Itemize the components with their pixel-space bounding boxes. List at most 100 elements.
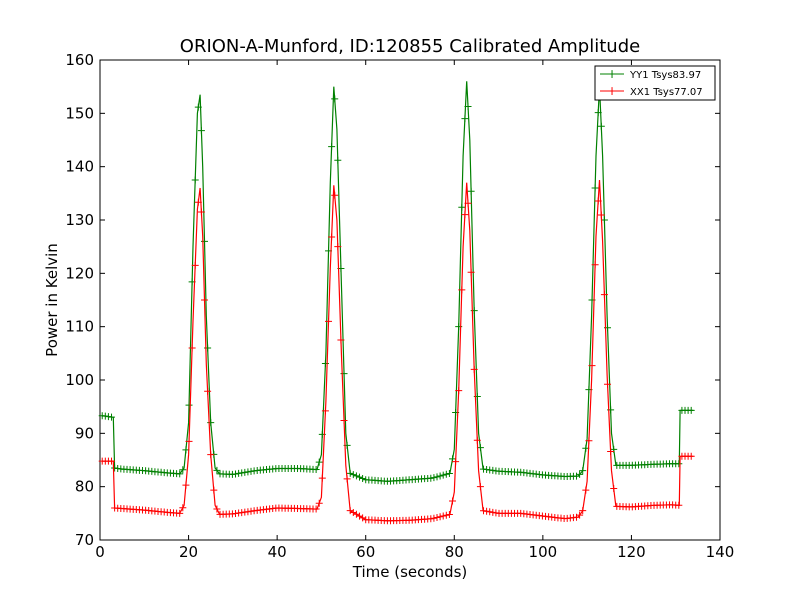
y-tick-label: 130 [65,211,94,229]
series-yy1-marker [597,122,605,130]
series-xx1-marker [318,474,326,482]
series-xx1-marker [356,512,364,520]
series-yy1-marker [458,203,466,211]
legend-box [594,65,716,101]
y-tick-label: 80 [75,478,94,496]
series-yy1-marker [201,237,209,245]
series-xx1-marker [321,407,329,415]
series-xx1-marker [343,475,351,483]
series-xx1-marker [455,387,463,395]
series-xx1-marker [483,507,491,515]
series-xx1-marker [334,243,342,251]
series-yy1-marker [241,468,249,476]
series-yy1-marker [579,467,587,475]
y-tick-label: 100 [65,371,94,389]
series-xx1-marker [210,486,218,494]
series-xx1-marker [452,458,460,466]
series-xx1-marker [588,362,596,370]
series-yy1-marker [185,401,193,409]
y-tick-label: 120 [65,264,94,282]
series-yy1-marker [179,466,187,474]
series-xx1-marker [579,507,587,515]
legend-label-yy1: YY1 Tsys83.97 [629,70,701,81]
series-xx1-marker [597,211,605,219]
series-xx1-marker [433,513,441,521]
series-yy1-marker [247,467,255,475]
series-xx1-marker [458,286,466,294]
series-xx1-marker [188,344,196,352]
series-yy1-marker [433,473,441,481]
series-yy1-marker [675,460,683,468]
legend-marker-yy1: + [607,67,617,81]
series-xx1-marker [600,291,608,299]
y-axis-ticks: 70 80 90 100 110 120 130 140 150 160 [65,51,720,549]
series-yy1-marker [687,406,695,414]
y-tick-label: 70 [75,531,94,549]
series-yy1-marker [439,471,447,479]
plot-frame [99,59,721,541]
series-xx1-marker [461,211,469,219]
series-xx1-marker [185,437,193,445]
series-xx1-marker [337,336,345,344]
series-yy1-marker [427,474,435,482]
series-xx1-marker [315,499,323,507]
series-xx1-marker [201,296,209,304]
series-xx1-marker [480,507,488,515]
series-xx1-marker [594,197,602,205]
x-tick-label: 60 [356,543,375,561]
series-xx1-marker [179,504,187,512]
series-yy1-marker [346,469,354,477]
series-yy1-marker [207,419,215,427]
series-xx1-marker [445,511,453,519]
series-yy1-marker [191,176,199,184]
y-tick-label: 160 [65,51,94,69]
series-yy1-marker [594,109,602,117]
series-xx1-marker [352,510,360,518]
series-xx1-marker [610,485,618,493]
series-yy1-marker [232,470,240,478]
legend-label-xx1: XX1 Tsys77.07 [630,87,703,98]
series-yy1-marker [430,474,438,482]
series-xx1-marker [439,512,447,520]
series-xx1-marker [340,417,348,425]
series-xx1-marker [346,507,354,515]
x-tick-label: 120 [617,543,646,561]
x-tick-label: 40 [268,543,287,561]
series-xx1-marker [312,505,320,513]
series-xx1-marker [604,380,612,388]
series-xx1-marker [607,447,615,455]
series-yy1-marker [328,143,336,151]
series-xx1-marker [442,511,450,519]
series-xx1-marker [675,501,683,509]
y-tick-label: 90 [75,424,94,442]
series-yy1-marker [442,470,450,478]
series-yy1-marker [576,470,584,478]
series-xx1-marker [470,365,478,373]
series-xx1-marker [687,452,695,460]
series-yy1-marker [312,466,320,474]
series-xx1-marker [467,268,475,276]
series-yy1-marker [359,474,367,482]
x-tick-label: 100 [529,543,558,561]
series-yy1-marker [194,103,202,111]
series-xx1-marker [476,483,484,491]
legend-marker-xx1: + [607,84,617,98]
series-xx1-marker [194,198,202,206]
series-yy1-marker [334,156,342,164]
x-tick-label: 80 [445,543,464,561]
series-xx1-marker [328,233,336,241]
series-yy1-marker [197,127,205,135]
series-yy1-marker [464,102,472,110]
y-tick-label: 140 [65,158,94,176]
x-axis-label: Time (seconds) [352,563,468,581]
series-xx1-marker [182,481,190,489]
series-xx1-marker [591,261,599,269]
series-xx1-marker [427,515,435,523]
series-yy1-marker [591,184,599,192]
series-yy1-marker [315,458,323,466]
series-yy1-marker [331,95,339,103]
series-yy1-marker [573,472,581,480]
series-xx1-marker [489,508,497,516]
series-xx1-marker [207,451,215,459]
